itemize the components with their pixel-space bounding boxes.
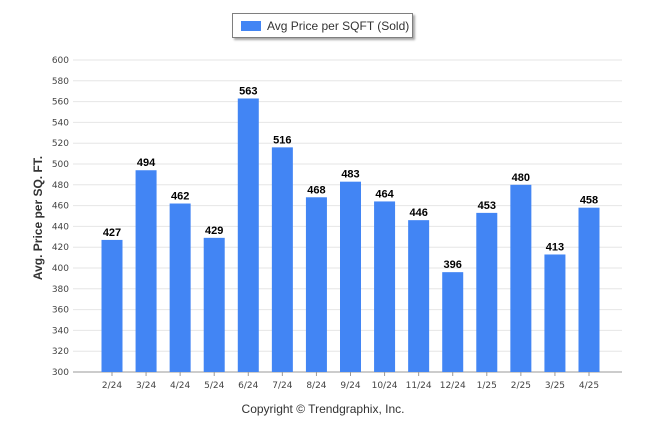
y-axis-title: Avg. Price per SQ. FT. xyxy=(31,156,45,280)
bar[interactable] xyxy=(101,239,123,372)
data-label: 453 xyxy=(478,200,496,212)
data-label: 458 xyxy=(580,195,598,207)
data-label: 494 xyxy=(137,157,156,169)
bar[interactable] xyxy=(544,254,566,372)
data-label: 563 xyxy=(239,85,257,97)
legend-label: Avg Price per SQFT (Sold) xyxy=(267,18,410,33)
x-tick-label: 8/24 xyxy=(306,381,326,391)
x-axis-ticks: 2/24 3/24 4/24 5/24 6/24 7/24 8/24 9/24 10/24 11/… xyxy=(102,372,599,391)
copyright-text: Copyright © Trendgraphix, Inc. xyxy=(241,402,405,416)
bar[interactable] xyxy=(578,207,600,372)
bar[interactable] xyxy=(442,272,464,372)
bars xyxy=(101,98,600,372)
bar[interactable] xyxy=(305,197,327,372)
y-tick-label: 440 xyxy=(52,222,69,232)
y-tick-label: 560 xyxy=(52,98,69,108)
y-tick-label: 520 xyxy=(52,139,69,149)
y-tick-label: 420 xyxy=(52,243,69,253)
x-tick-label: 2/24 xyxy=(102,381,122,391)
bar[interactable] xyxy=(340,181,361,372)
data-label: 464 xyxy=(375,188,394,200)
bar[interactable] xyxy=(271,147,293,372)
y-tick-label: 500 xyxy=(52,160,69,170)
bar[interactable] xyxy=(510,184,532,372)
bar[interactable] xyxy=(408,220,430,372)
data-label: 427 xyxy=(103,227,121,239)
data-label: 396 xyxy=(444,259,462,271)
x-tick-label: 5/24 xyxy=(204,381,224,391)
bar[interactable] xyxy=(374,201,396,372)
y-tick-label: 580 xyxy=(52,77,69,87)
x-tick-label: 4/25 xyxy=(579,381,599,391)
y-tick-label: 540 xyxy=(52,118,69,128)
y-tick-label: 380 xyxy=(52,285,69,295)
bar[interactable] xyxy=(169,203,191,372)
x-tick-label: 11/24 xyxy=(406,381,432,391)
x-tick-label: 6/24 xyxy=(238,381,258,391)
legend-swatch xyxy=(241,20,261,31)
y-tick-label: 300 xyxy=(52,368,69,378)
bar[interactable] xyxy=(237,98,259,372)
x-tick-label: 10/24 xyxy=(372,381,398,391)
x-tick-label: 2/25 xyxy=(511,381,531,391)
y-tick-label: 480 xyxy=(52,181,69,191)
data-label: 483 xyxy=(341,169,359,181)
data-label: 468 xyxy=(307,184,325,196)
x-tick-label: 1/25 xyxy=(477,381,497,391)
x-tick-label: 9/24 xyxy=(340,381,360,391)
x-tick-label: 3/24 xyxy=(136,381,156,391)
y-axis-ticks: 300 320 340 360 380 400 420 440 460 480 500 520 540 5… xyxy=(52,56,69,378)
y-tick-label: 320 xyxy=(52,347,69,357)
data-label: 462 xyxy=(171,191,189,203)
bar[interactable] xyxy=(476,212,498,372)
x-tick-label: 3/25 xyxy=(545,381,565,391)
y-tick-label: 460 xyxy=(52,202,69,212)
legend[interactable]: Avg Price per SQFT (Sold) xyxy=(232,13,413,38)
y-tick-label: 400 xyxy=(52,264,69,274)
data-label: 413 xyxy=(546,241,564,253)
data-labels: 427 494 462 429 563 516 468 483 464 446 396 453 480 4… xyxy=(103,85,598,271)
x-tick-label: 12/24 xyxy=(440,381,466,391)
data-label: 480 xyxy=(512,172,530,184)
x-tick-label: 7/24 xyxy=(272,381,292,391)
data-label: 429 xyxy=(205,225,223,237)
data-label: 516 xyxy=(273,134,291,146)
y-tick-label: 360 xyxy=(52,306,69,316)
y-tick-label: 600 xyxy=(52,56,69,66)
y-tick-label: 340 xyxy=(52,326,69,336)
bar[interactable] xyxy=(135,170,157,372)
data-label: 446 xyxy=(409,207,427,219)
bar[interactable] xyxy=(203,237,225,372)
x-tick-label: 4/24 xyxy=(170,381,190,391)
